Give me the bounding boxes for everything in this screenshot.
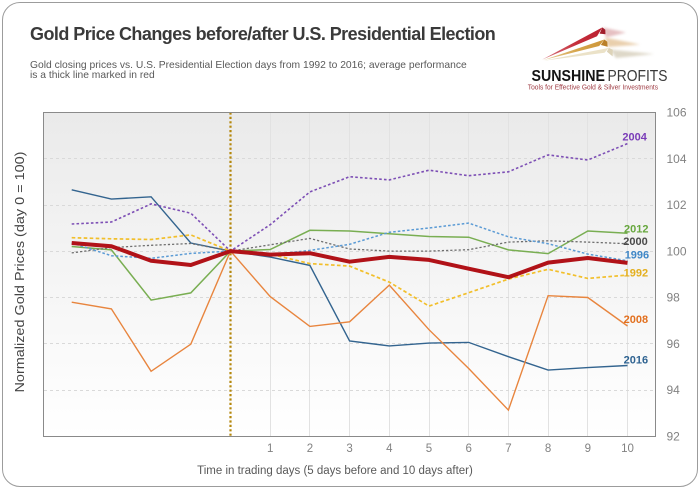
svg-text:1: 1: [267, 443, 273, 455]
svg-text:2000: 2000: [623, 236, 647, 248]
svg-text:102: 102: [667, 198, 687, 212]
svg-text:7: 7: [505, 443, 511, 455]
svg-text:6: 6: [465, 443, 471, 455]
svg-text:100: 100: [667, 244, 687, 258]
svg-text:Normalized Gold Prices (day 0: Normalized Gold Prices (day 0 = 100): [12, 152, 27, 393]
svg-text:92: 92: [667, 429, 681, 443]
svg-text:2008: 2008: [624, 314, 648, 326]
svg-text:106: 106: [667, 106, 687, 120]
svg-text:1996: 1996: [625, 250, 649, 262]
svg-text:Tools for Effective Gold & Sil: Tools for Effective Gold & Silver Invest…: [528, 83, 659, 92]
svg-text:5: 5: [426, 443, 432, 455]
svg-text:94: 94: [667, 383, 681, 397]
svg-text:4: 4: [386, 443, 393, 455]
svg-text:PROFITS: PROFITS: [608, 68, 668, 85]
svg-text:1992: 1992: [624, 267, 648, 279]
svg-text:2004: 2004: [622, 132, 647, 144]
svg-text:8: 8: [545, 443, 551, 455]
svg-text:3: 3: [346, 443, 352, 455]
svg-text:9: 9: [585, 443, 591, 455]
svg-text:Time in trading days (5 days b: Time in trading days (5 days before and …: [197, 465, 473, 477]
svg-text:2012: 2012: [624, 224, 648, 236]
svg-text:96: 96: [667, 337, 681, 351]
svg-text:2: 2: [307, 443, 313, 455]
svg-text:SUNSHINE: SUNSHINE: [532, 68, 606, 85]
svg-text:2016: 2016: [624, 355, 648, 367]
svg-text:104: 104: [667, 152, 687, 166]
svg-text:10: 10: [621, 443, 634, 455]
svg-text:98: 98: [667, 291, 681, 305]
